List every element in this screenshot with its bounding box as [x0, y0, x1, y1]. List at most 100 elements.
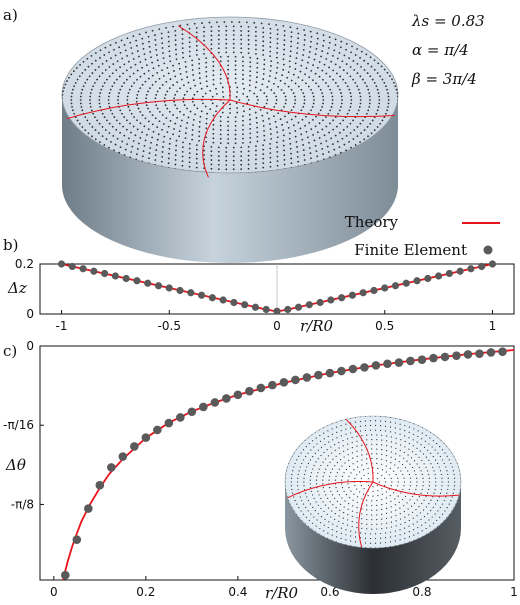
grid-dot [225, 151, 228, 153]
grid-dot [136, 50, 139, 52]
grid-dot [119, 109, 122, 112]
grid-dot [242, 115, 244, 118]
grid-dot [92, 85, 95, 88]
grid-dot [217, 25, 220, 28]
grid-dot [276, 51, 279, 54]
grid-dot [130, 131, 132, 134]
grid-dot [446, 455, 448, 457]
grid-dot [294, 62, 297, 65]
grid-dot [393, 470, 395, 472]
grid-dot [116, 60, 119, 63]
grid-dot [234, 64, 237, 67]
grid-dot [270, 137, 273, 140]
grid-dot [421, 459, 423, 462]
grid-dot [188, 41, 191, 44]
grid-dot [167, 125, 170, 128]
grid-dot [331, 95, 334, 98]
grid-dot [225, 42, 228, 45]
grid-dot [167, 40, 170, 43]
grid-dot [135, 100, 138, 103]
grid-dot [195, 166, 198, 169]
grid-dot [212, 56, 215, 59]
grid-dot [340, 532, 342, 534]
grid-dot [162, 52, 164, 54]
grid-dot [276, 66, 279, 69]
grid-dot [181, 37, 184, 40]
grid-dot [308, 76, 311, 79]
grid-dot [293, 496, 295, 498]
grid-dot [181, 33, 184, 36]
grid-dot [379, 75, 382, 78]
grid-dot [262, 35, 265, 38]
grid-dot [147, 77, 150, 80]
grid-dot [169, 120, 172, 122]
grid-dot [408, 431, 410, 433]
grid-dot [238, 21, 241, 24]
fe-point [284, 305, 292, 314]
grid-dot [427, 513, 429, 515]
grid-dot [148, 157, 150, 160]
grid-dot [236, 107, 239, 109]
grid-dot [256, 66, 259, 69]
grid-dot [404, 495, 407, 498]
grid-dot [435, 459, 437, 461]
grid-dot [366, 504, 368, 506]
grid-dot [234, 124, 237, 127]
grid-dot [386, 435, 388, 437]
grid-dot [285, 477, 286, 479]
grid-dot [248, 89, 251, 92]
grid-dot [326, 449, 328, 451]
grid-dot [175, 139, 178, 142]
grid-dot [399, 518, 402, 520]
grid-dot [202, 102, 204, 105]
grid-dot [385, 507, 388, 509]
grid-dot [139, 75, 142, 78]
grid-dot [340, 527, 342, 529]
grid-dot [345, 539, 347, 541]
grid-dot [147, 120, 150, 123]
grid-dot [192, 79, 195, 82]
grid-dot [299, 127, 302, 130]
grid-dot [154, 97, 157, 100]
grid-dot [351, 436, 353, 439]
grid-dot [441, 477, 443, 479]
panel-b-label: b) [3, 236, 18, 254]
grid-dot [277, 112, 280, 115]
grid-dot [249, 141, 252, 144]
grid-dot [125, 69, 128, 72]
grid-dot [419, 512, 422, 514]
grid-dot [349, 92, 352, 94]
grid-dot [230, 21, 233, 23]
grid-dot [158, 120, 161, 123]
inset-disc-illustration [284, 415, 462, 594]
grid-dot [316, 519, 318, 521]
grid-dot [347, 514, 349, 516]
grid-dot [80, 92, 83, 94]
grid-dot [182, 84, 185, 87]
grid-dot [306, 466, 308, 468]
grid-dot [364, 547, 367, 548]
grid-dot [430, 463, 432, 465]
grid-dot [247, 99, 250, 101]
grid-dot [232, 51, 235, 54]
grid-dot [154, 159, 157, 161]
grid-dot [383, 81, 386, 84]
grid-dot [346, 524, 349, 526]
grid-dot [205, 136, 208, 139]
grid-dot [288, 132, 291, 135]
fe-point [210, 398, 220, 407]
grid-dot [304, 73, 306, 76]
grid-dot [312, 506, 314, 508]
grid-dot [141, 131, 144, 134]
grid-dot [338, 51, 341, 54]
grid-dot [161, 84, 164, 86]
grid-dot [262, 144, 265, 147]
grid-dot [86, 119, 89, 122]
grid-dot [143, 53, 146, 56]
grid-dot [417, 526, 419, 529]
grid-dot [188, 50, 191, 53]
grid-dot [395, 514, 397, 517]
grid-dot [290, 79, 293, 82]
grid-dot [175, 58, 178, 61]
grid-dot [191, 69, 194, 71]
